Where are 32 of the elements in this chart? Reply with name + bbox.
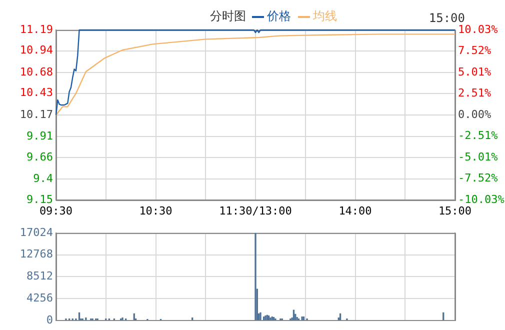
y-tick-label: 9.66	[26, 150, 53, 164]
x-tick-label: 10:30	[139, 204, 172, 218]
text: 15:00	[428, 11, 465, 26]
legend-label: 价格	[266, 9, 291, 24]
legend-label: 均线	[312, 9, 337, 24]
chart-title: 分时图	[210, 9, 246, 24]
y2-tick-label: 2.51%	[458, 86, 492, 100]
y2-tick-label: 7.52%	[458, 44, 492, 58]
y2-tick-label: 0.00%	[458, 108, 492, 121]
y-tick-label: 9.15	[26, 192, 53, 206]
y2-tick-label: -10.03%	[458, 192, 505, 206]
y-tick-label: 9.91	[26, 130, 53, 143]
y-tick-label: 9.4	[33, 172, 54, 186]
y-tick-label: 11.19	[20, 22, 53, 36]
y-tick-label: 12768	[20, 248, 53, 261]
y-tick-label: 4256	[26, 291, 53, 304]
y2-tick-label: -5.01%	[458, 150, 498, 164]
x-tick-label: 09:30	[39, 204, 73, 218]
y-tick-label: 0	[46, 313, 53, 326]
y-tick-label: 8512	[26, 270, 53, 283]
y-tick-label: 10.94	[20, 44, 54, 57]
x-tick-label: 11:30/13:00	[219, 204, 292, 218]
y2-tick-label: -2.51%	[458, 129, 498, 142]
y2-tick-label: 10.03%	[458, 22, 498, 36]
y2-tick-label: 5.01%	[458, 65, 492, 78]
x-tick-label: 15:00	[438, 204, 472, 218]
y-tick-label: 10.17	[20, 108, 53, 121]
y2-tick-label: -7.52%	[458, 172, 498, 185]
x-tick-label: 14:00	[338, 204, 372, 218]
y-tick-label: 10.43	[20, 86, 53, 100]
y-tick-label: 17024	[20, 226, 54, 239]
y-tick-label: 10.68	[20, 65, 53, 78]
